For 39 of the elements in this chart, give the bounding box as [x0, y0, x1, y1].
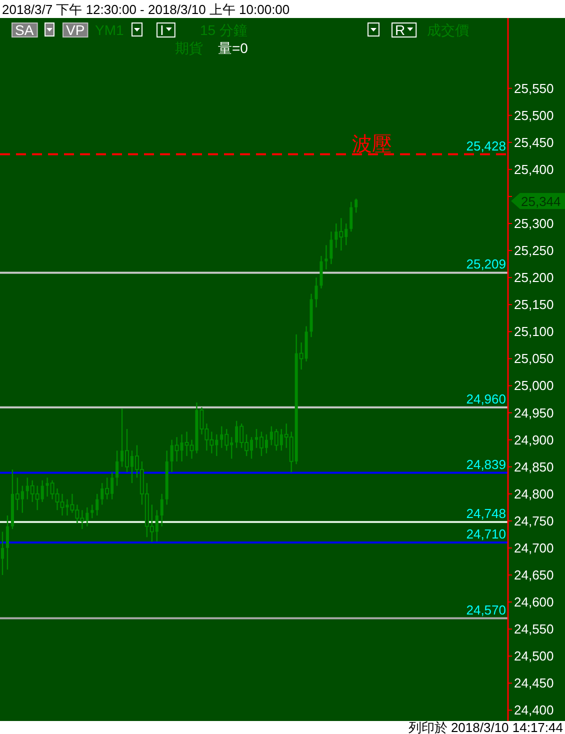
y-tick-label: 24,850 [514, 459, 554, 474]
y-tick-label: 25,200 [514, 270, 554, 286]
annotation: 列印於 2018/3/10 14:17:44 [408, 720, 563, 734]
y-tick-label: 25,450 [514, 134, 554, 150]
y-tick-label: 25,100 [514, 324, 554, 340]
y-tick-label: 24,500 [514, 648, 554, 664]
ref-line-label: 24,960 [466, 391, 506, 406]
ref-line-label: 24,570 [466, 602, 506, 618]
y-tick-label: 25,550 [514, 80, 554, 96]
last-price-tag: 25,344 [511, 193, 565, 209]
ref-line-label: 24,839 [466, 456, 506, 472]
y-tick-label: 24,650 [514, 567, 554, 582]
chart-title: 2018/3/7 下午 12:30:00 - 2018/3/10 上午 10:00:00 [2, 2, 290, 17]
annotation: I [160, 22, 164, 38]
ref-line-label: 25,428 [466, 138, 506, 154]
y-tick-label: 25,050 [514, 351, 554, 366]
y-tick-label: 25,150 [514, 297, 554, 312]
y-tick-label: 24,550 [514, 622, 554, 637]
y-tick-label: 24,600 [514, 594, 554, 610]
y-tick-label: 25,250 [514, 243, 554, 258]
ref-line-label: 24,748 [466, 506, 506, 521]
annotation: SA [15, 22, 34, 38]
y-tick-label: 25,400 [514, 162, 554, 177]
y-tick-label: 25,000 [514, 378, 554, 394]
annotation: 波壓 [352, 133, 392, 156]
ref-line-label: 25,209 [466, 256, 506, 272]
y-tick-label: 25,500 [514, 108, 554, 123]
ref-line-label: 24,710 [466, 526, 506, 542]
y-tick-label: 24,900 [514, 432, 554, 448]
y-tick-label: 24,450 [514, 676, 554, 691]
annotation: 量=0 [218, 40, 248, 56]
y-tick-label: 24,400 [514, 702, 554, 718]
y-tick-label: 24,700 [514, 540, 554, 556]
y-tick-label: 25,300 [514, 216, 554, 231]
annotation: VP [66, 22, 85, 38]
annotation: R [395, 22, 406, 38]
y-tick-label: 24,950 [514, 405, 554, 420]
y-tick-label: 24,800 [514, 486, 554, 502]
y-tick-label: 24,750 [514, 513, 554, 528]
